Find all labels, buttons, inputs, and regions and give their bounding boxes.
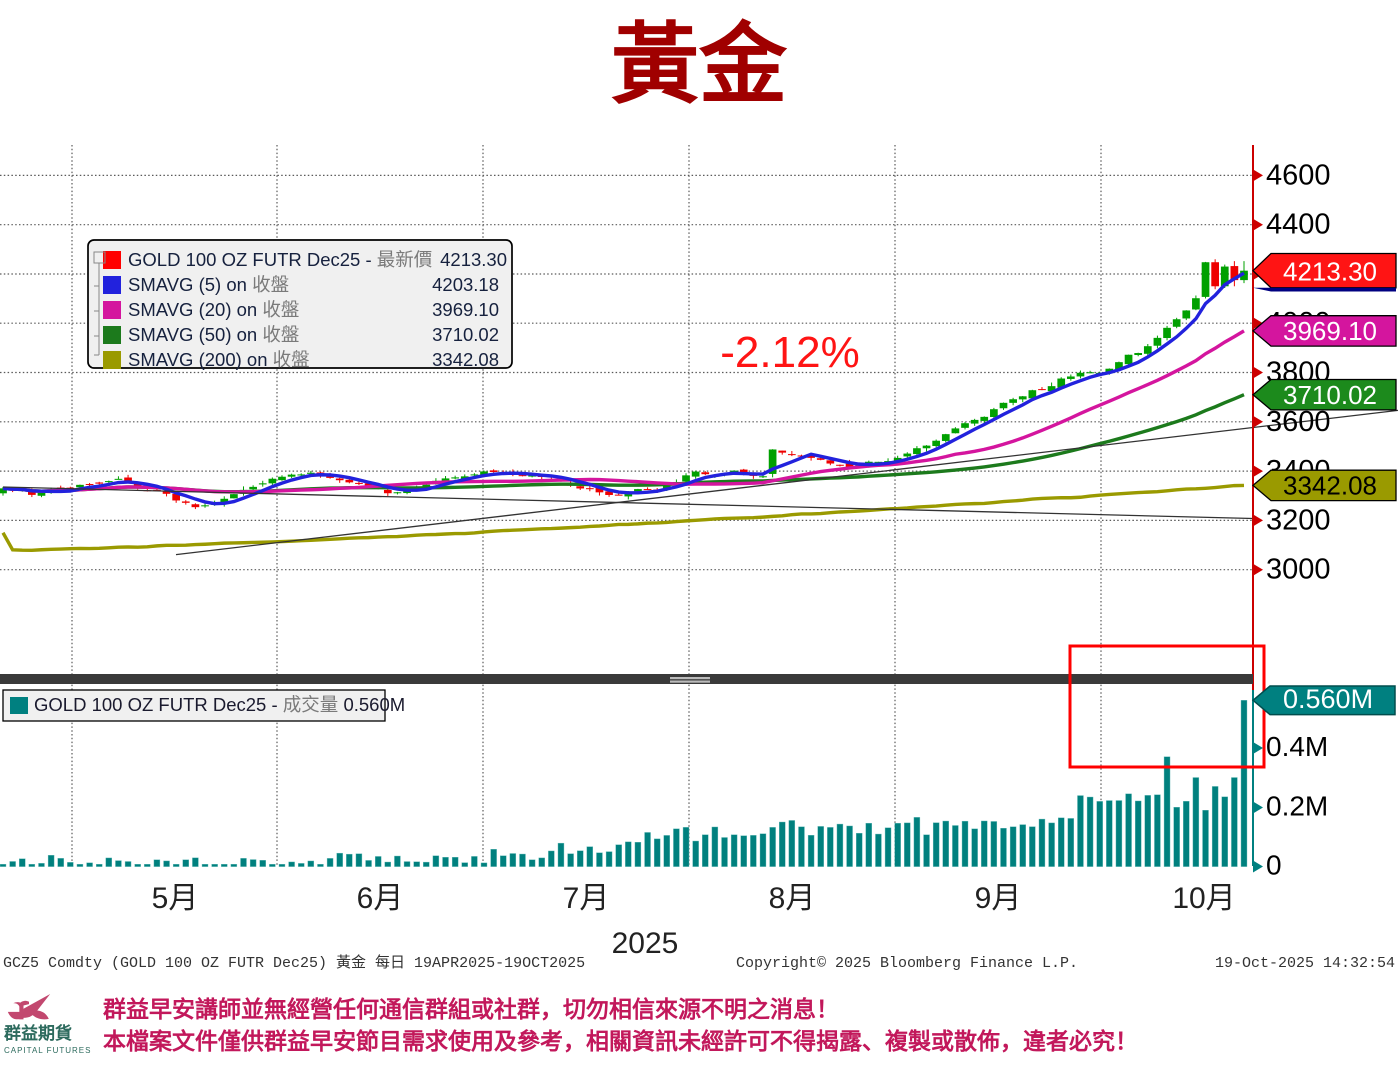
svg-text:本檔案文件僅供群益早安節目需求使用及參考，相關資訊未經許可不: 本檔案文件僅供群益早安節目需求使用及參考，相關資訊未經許可不得揭露、複製或散佈，… (103, 1028, 1138, 1054)
svg-text:0: 0 (1266, 850, 1282, 881)
svg-text:0.4M: 0.4M (1266, 731, 1328, 762)
svg-text:黃金: 黃金 (611, 15, 788, 114)
svg-text:4213.30: 4213.30 (1283, 257, 1377, 287)
svg-text:3969.10: 3969.10 (432, 299, 499, 320)
svg-text:SMAVG (5) on 收盤: SMAVG (5) on 收盤 (128, 274, 289, 295)
svg-text:GOLD 100 OZ FUTR Dec25 - 最新價: GOLD 100 OZ FUTR Dec25 - 最新價 (128, 249, 432, 270)
svg-text:7月: 7月 (563, 882, 610, 915)
svg-text:SMAVG (20) on 收盤: SMAVG (20) on 收盤 (128, 299, 299, 320)
svg-text:群益早安講師並無經營任何通信群組或社群，切勿相信來源不明之消: 群益早安講師並無經營任何通信群組或社群，切勿相信來源不明之消息！ (102, 996, 839, 1022)
svg-text:CAPITAL FUTURES: CAPITAL FUTURES (4, 1046, 91, 1055)
svg-text:3200: 3200 (1266, 504, 1331, 536)
svg-text:Copyright© 2025 Bloomberg Fina: Copyright© 2025 Bloomberg Finance L.P. (736, 955, 1078, 972)
svg-text:-2.12%: -2.12% (720, 328, 859, 377)
svg-text:19-Oct-2025 14:32:54: 19-Oct-2025 14:32:54 (1215, 955, 1395, 972)
svg-text:3342.08: 3342.08 (432, 349, 499, 370)
svg-text:GOLD 100 OZ FUTR Dec25 - 成交量 0: GOLD 100 OZ FUTR Dec25 - 成交量 0.560M (34, 694, 405, 715)
svg-text:GCZ5 Comdty (GOLD 100 OZ FUTR: GCZ5 Comdty (GOLD 100 OZ FUTR Dec25) 黃金 … (3, 954, 585, 972)
svg-text:3710.02: 3710.02 (1283, 380, 1377, 410)
svg-text:4213.30: 4213.30 (440, 249, 507, 270)
svg-text:3969.10: 3969.10 (1283, 316, 1377, 346)
svg-text:4400: 4400 (1266, 209, 1331, 241)
svg-text:4600: 4600 (1266, 159, 1331, 191)
svg-text:8月: 8月 (769, 882, 816, 915)
svg-text:10月: 10月 (1172, 882, 1235, 915)
svg-text:9月: 9月 (975, 882, 1022, 915)
svg-text:6月: 6月 (357, 882, 404, 915)
svg-text:0.2M: 0.2M (1266, 791, 1328, 822)
svg-text:3342.08: 3342.08 (1283, 471, 1377, 501)
svg-text:4203.18: 4203.18 (432, 274, 499, 295)
svg-text:3710.02: 3710.02 (432, 324, 499, 345)
svg-text:5月: 5月 (152, 882, 199, 915)
svg-text:群益期貨: 群益期貨 (4, 1023, 72, 1043)
svg-text:SMAVG (50) on 收盤: SMAVG (50) on 收盤 (128, 324, 299, 345)
svg-text:3000: 3000 (1266, 554, 1331, 586)
svg-text:3600: 3600 (1266, 406, 1331, 438)
svg-text:2025: 2025 (612, 927, 679, 960)
svg-text:SMAVG (200) on 收盤: SMAVG (200) on 收盤 (128, 349, 310, 370)
svg-text:0.560M: 0.560M (1283, 684, 1373, 714)
